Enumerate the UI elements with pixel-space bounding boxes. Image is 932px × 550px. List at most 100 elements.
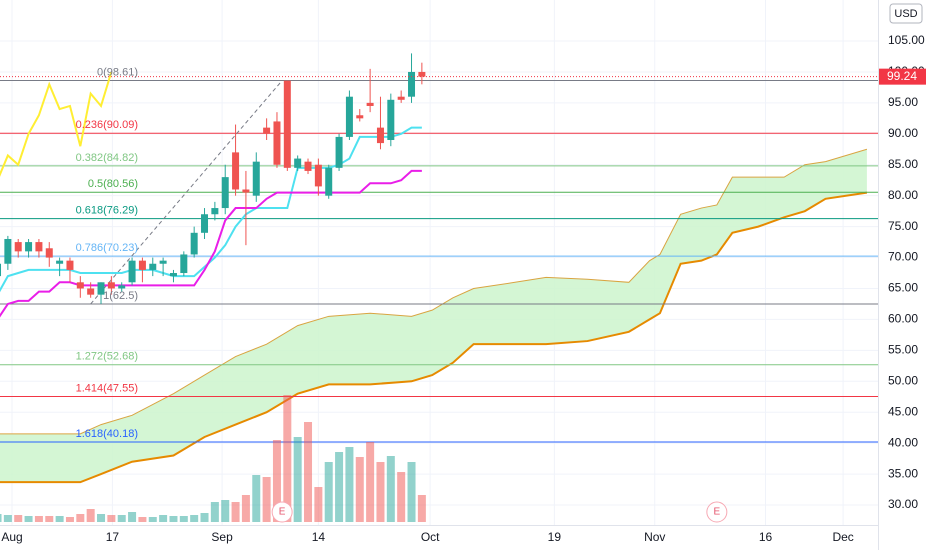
volume-bar	[366, 442, 375, 522]
x-tick-label: 19	[548, 530, 562, 544]
y-tick-label: 30.00	[888, 497, 918, 511]
kijun-line	[0, 169, 422, 318]
volume-bar	[252, 475, 261, 522]
y-tick-label: 60.00	[888, 312, 918, 326]
fib-trend-line	[90, 80, 283, 305]
plot-area	[0, 0, 878, 525]
volume-bar	[345, 447, 354, 522]
volume-bar	[335, 452, 344, 522]
candle-body	[87, 288, 95, 295]
volume-bar	[55, 516, 64, 522]
candle-body	[201, 214, 209, 233]
x-tick-label: 14	[312, 530, 326, 544]
y-tick-label: 45.00	[888, 404, 918, 418]
volume-bar	[24, 516, 33, 522]
volume-bar	[417, 495, 426, 522]
candle-body	[356, 115, 364, 119]
cloud-fill	[0, 149, 867, 483]
lagging-line	[0, 71, 113, 177]
y-tick-label: 70.00	[888, 250, 918, 264]
y-tick-label: 90.00	[888, 126, 918, 140]
fib-level-label: 0(98.61)	[97, 66, 138, 78]
candle-body	[169, 273, 177, 277]
span-b-line	[0, 191, 868, 484]
candle-body	[232, 152, 240, 190]
candle-body	[118, 285, 126, 289]
volume-bar	[34, 516, 43, 522]
volume-bar	[86, 509, 95, 522]
candle-body	[397, 96, 405, 100]
event-marker	[706, 501, 728, 523]
candle-body	[76, 282, 84, 289]
candle-body	[107, 282, 115, 289]
volume-bar	[107, 515, 116, 522]
candle-body	[408, 71, 416, 97]
volume-bar	[376, 462, 385, 522]
candle-body	[128, 260, 136, 283]
currency-badge[interactable]	[889, 3, 923, 24]
candle-body	[4, 238, 12, 264]
volume-bar	[407, 462, 416, 522]
volume-bar	[262, 477, 271, 522]
candle-body	[221, 177, 229, 209]
candle-body	[304, 161, 312, 171]
candle-body	[314, 164, 322, 187]
volume-bar	[190, 515, 199, 522]
fib-level-label: 0.786(70.23)	[76, 242, 138, 254]
candle-body	[149, 263, 157, 270]
y-tick-label: 95.00	[888, 95, 918, 109]
volume-bar	[148, 517, 157, 522]
candle-body	[345, 96, 353, 137]
candle-body	[25, 242, 33, 252]
y-tick-label: 105.00	[888, 33, 925, 47]
currency[interactable]: USD	[894, 8, 917, 20]
x-tick-label: 16	[759, 530, 773, 544]
candle-body	[283, 80, 291, 168]
candle-body	[252, 161, 260, 196]
event-label: E	[714, 507, 721, 518]
volume-bar	[76, 514, 85, 522]
candle-body	[180, 254, 188, 274]
candle-body	[45, 248, 53, 258]
candle-body	[366, 102, 374, 106]
y-tick-label: 75.00	[888, 219, 918, 233]
candle-body	[190, 232, 198, 255]
fib-level-label: 1.272(52.68)	[76, 351, 138, 363]
volume-bar	[304, 422, 313, 522]
volume-bar	[65, 517, 74, 522]
span-a-line	[0, 148, 868, 435]
candle-body	[35, 242, 43, 252]
volume-bar	[128, 512, 137, 522]
volume-bar	[272, 440, 281, 522]
y-tick-label: 35.00	[888, 466, 918, 480]
volume-bar	[169, 516, 178, 522]
fib-level-label: 1.414(47.55)	[76, 382, 138, 394]
x-tick-label: Dec	[832, 530, 853, 544]
volume-bar	[210, 502, 219, 522]
x-tick-label: Aug	[1, 530, 22, 544]
volume-bar	[0, 514, 2, 522]
candle-body	[14, 242, 22, 252]
volume-bar	[283, 395, 292, 522]
candle-body	[138, 260, 146, 270]
volume-bar	[241, 495, 250, 522]
volume-bar	[14, 515, 23, 522]
volume-bar	[200, 513, 209, 522]
volume-bar	[293, 437, 302, 522]
volume-bar	[324, 462, 333, 522]
candle-body	[242, 189, 250, 193]
x-tick-label: Oct	[421, 530, 440, 544]
y-tick-label: 55.00	[888, 343, 918, 357]
volume-bar	[231, 502, 240, 522]
candle-body	[335, 136, 343, 168]
candle-body	[97, 282, 105, 295]
volume-bar	[45, 516, 54, 522]
volume-bar	[179, 516, 188, 522]
fib-level-label: 0.236(90.09)	[76, 119, 138, 131]
candle-body	[376, 127, 384, 144]
fib-level-label: 1.618(40.18)	[76, 428, 138, 440]
volume-bar	[397, 472, 406, 522]
volume-bar	[221, 500, 230, 522]
candle-body	[294, 158, 302, 168]
